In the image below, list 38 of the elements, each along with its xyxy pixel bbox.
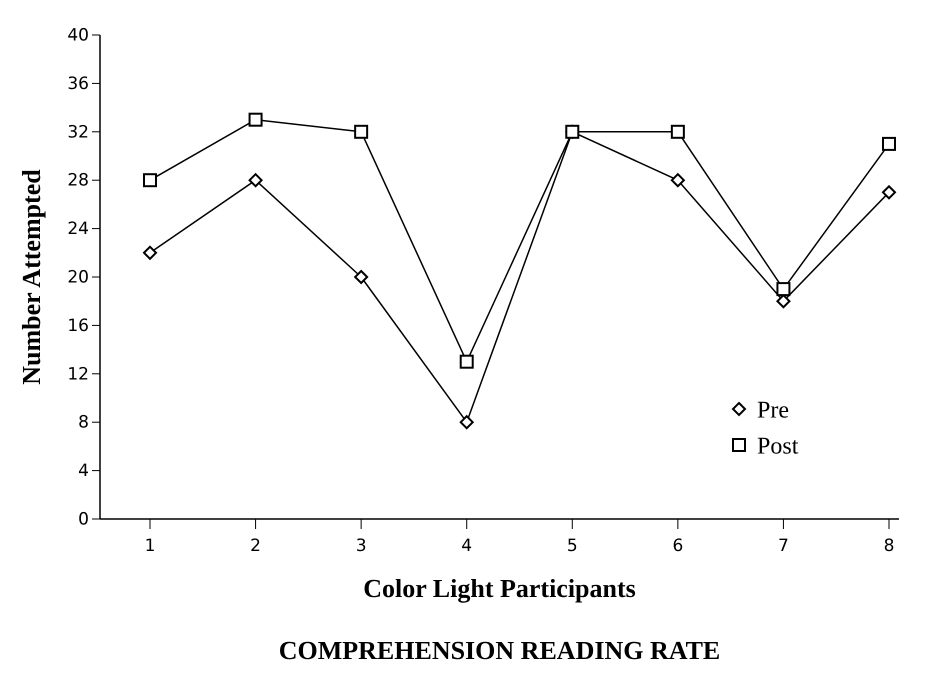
point bbox=[670, 173, 685, 188]
text: COMPREHENSION READING RATE bbox=[278, 636, 720, 665]
y-tick-label: 36 bbox=[67, 74, 89, 94]
y-tick-label: 0 bbox=[78, 509, 89, 530]
point bbox=[248, 173, 263, 188]
point bbox=[882, 136, 896, 151]
point bbox=[882, 185, 896, 200]
point bbox=[776, 282, 790, 296]
x-tick-label: 7 bbox=[778, 536, 789, 556]
point bbox=[248, 112, 263, 127]
x-tick-label: 5 bbox=[566, 536, 578, 556]
point bbox=[565, 124, 580, 139]
y-tick-label: 8 bbox=[78, 412, 89, 433]
x-tick-label: 1 bbox=[144, 536, 156, 556]
y-tick-label: 32 bbox=[67, 122, 89, 142]
point bbox=[460, 415, 474, 430]
y-tick-label: 4 bbox=[78, 461, 89, 482]
legend-label: Post bbox=[757, 433, 799, 460]
y-axis-title: Number Attempted bbox=[17, 168, 46, 385]
y-tick-label: 16 bbox=[67, 316, 89, 336]
x-tick-label: 4 bbox=[461, 536, 472, 556]
y-tick-label: 28 bbox=[67, 170, 89, 191]
point bbox=[143, 173, 157, 188]
legend-label: Pre bbox=[757, 397, 789, 424]
y-tick-label: 40 bbox=[67, 25, 89, 46]
y-tick-label: 24 bbox=[67, 219, 89, 240]
point bbox=[354, 270, 368, 284]
x-tick-label: 8 bbox=[884, 536, 894, 556]
x-tick-label: 6 bbox=[672, 536, 684, 556]
point bbox=[354, 124, 368, 139]
point bbox=[143, 246, 157, 260]
x-tick-label: 3 bbox=[356, 536, 367, 556]
y-tick-label: 20 bbox=[67, 267, 89, 288]
x-tick-label: 2 bbox=[250, 536, 261, 556]
y-tick-label: 12 bbox=[67, 364, 89, 384]
x-axis-title: Color Light Participants bbox=[363, 574, 636, 603]
point bbox=[460, 354, 474, 369]
point bbox=[670, 124, 685, 139]
